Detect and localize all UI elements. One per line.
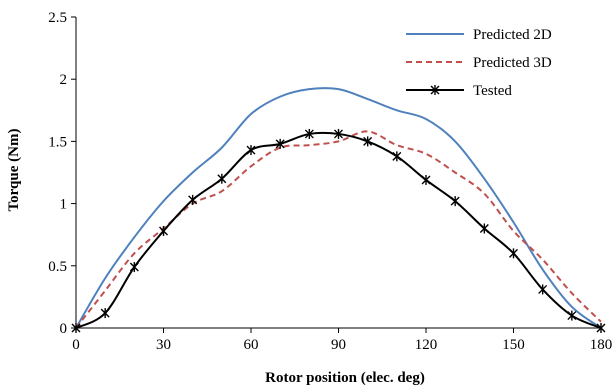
data-point-tested <box>334 128 343 139</box>
data-point-tested <box>450 196 460 207</box>
data-point-tested <box>304 128 314 139</box>
x-tick-label: 150 <box>502 337 525 353</box>
x-tick-label: 0 <box>72 337 80 353</box>
legend-label-tested: Tested <box>473 83 512 99</box>
data-point-tested <box>71 323 81 333</box>
series-line-predicted-3d <box>75 130 602 329</box>
x-axis-title: Rotor position (elec. deg) <box>265 370 425 386</box>
x-tick-label: 60 <box>244 337 259 353</box>
y-tick-label: 1 <box>60 197 68 213</box>
series-layer <box>71 87 606 333</box>
data-point-tested <box>421 174 431 185</box>
x-tick-label: 90 <box>331 337 346 353</box>
y-axis-title: Torque (Nm) <box>6 129 22 212</box>
legend-marker-tested <box>430 85 440 95</box>
data-point-tested <box>275 138 285 149</box>
legend: Predicted 2D Predicted 3D Tested <box>406 27 552 99</box>
x-tick-label: 30 <box>156 337 171 353</box>
series-line-predicted-2d <box>75 87 602 329</box>
data-point-tested <box>392 151 402 162</box>
data-point-tested <box>217 173 227 184</box>
data-point-tested <box>567 310 577 321</box>
y-tick-label: 2 <box>60 72 68 88</box>
data-point-tested <box>246 145 256 156</box>
data-point-tested <box>538 284 548 295</box>
y-tick-label: 0 <box>60 321 68 337</box>
data-point-tested <box>363 136 373 147</box>
data-point-tested <box>188 194 198 205</box>
y-tick-label: 0.5 <box>48 259 67 275</box>
data-point-tested <box>159 225 168 236</box>
axes <box>71 16 602 333</box>
data-point-tested <box>479 223 489 234</box>
data-point-tested <box>509 248 518 259</box>
tick-labels: 0 0.5 1 1.5 2 2.5 0 30 60 90 120 150 180 <box>48 10 612 353</box>
x-tick-label: 120 <box>415 337 438 353</box>
legend-label-predicted-3d: Predicted 3D <box>473 55 552 71</box>
data-point-tested <box>596 323 606 333</box>
y-tick-label: 1.5 <box>48 134 67 150</box>
y-tick-label: 2.5 <box>48 10 67 26</box>
data-point-tested <box>100 308 110 319</box>
x-tick-label: 180 <box>590 337 613 353</box>
data-point-tested <box>129 262 139 273</box>
legend-label-predicted-2d: Predicted 2D <box>473 27 552 43</box>
series-line-tested <box>75 131 602 329</box>
